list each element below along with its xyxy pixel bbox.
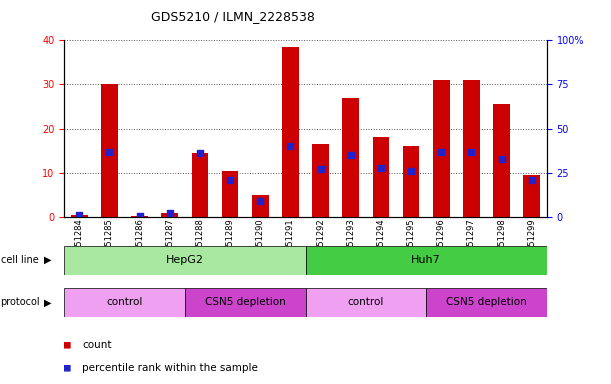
Text: percentile rank within the sample: percentile rank within the sample <box>82 363 258 373</box>
Point <box>134 213 144 219</box>
Bar <box>64 246 306 275</box>
Bar <box>282 47 299 217</box>
Point <box>195 150 205 156</box>
Point <box>527 177 536 183</box>
Bar <box>493 104 510 217</box>
Text: control: control <box>348 297 384 308</box>
Point <box>225 177 235 183</box>
Point <box>436 149 446 155</box>
Text: ■: ■ <box>64 340 71 350</box>
Bar <box>161 214 178 217</box>
Text: Huh7: Huh7 <box>411 255 441 265</box>
Bar <box>306 288 426 317</box>
Text: HepG2: HepG2 <box>166 255 204 265</box>
Point <box>285 143 295 149</box>
Bar <box>306 246 547 275</box>
Bar <box>433 80 450 217</box>
Point <box>346 152 356 158</box>
Text: ▶: ▶ <box>44 255 51 265</box>
Bar <box>101 84 118 217</box>
Bar <box>342 98 359 217</box>
Point <box>255 198 265 204</box>
Bar <box>71 215 87 217</box>
Bar <box>185 288 306 317</box>
Point <box>75 212 84 218</box>
Bar <box>524 175 540 217</box>
Bar <box>403 146 419 217</box>
Bar <box>64 288 185 317</box>
Text: CSN5 depletion: CSN5 depletion <box>205 297 285 308</box>
Text: GDS5210 / ILMN_2228538: GDS5210 / ILMN_2228538 <box>151 10 315 23</box>
Text: count: count <box>82 340 112 350</box>
Text: cell line: cell line <box>1 255 38 265</box>
Bar <box>463 80 480 217</box>
Point <box>316 166 326 172</box>
Point <box>497 156 507 162</box>
Text: control: control <box>106 297 143 308</box>
Bar <box>222 170 238 217</box>
Bar <box>373 137 389 217</box>
Point <box>406 168 416 174</box>
Bar <box>426 288 547 317</box>
Bar <box>192 153 208 217</box>
Bar <box>131 216 148 217</box>
Bar <box>252 195 269 217</box>
Point <box>165 210 175 217</box>
Point <box>376 164 386 170</box>
Text: protocol: protocol <box>1 297 40 308</box>
Point <box>467 149 477 155</box>
Text: ▶: ▶ <box>44 297 51 308</box>
Point <box>104 149 114 155</box>
Text: CSN5 depletion: CSN5 depletion <box>446 297 527 308</box>
Text: ■: ■ <box>64 363 71 373</box>
Bar <box>312 144 329 217</box>
